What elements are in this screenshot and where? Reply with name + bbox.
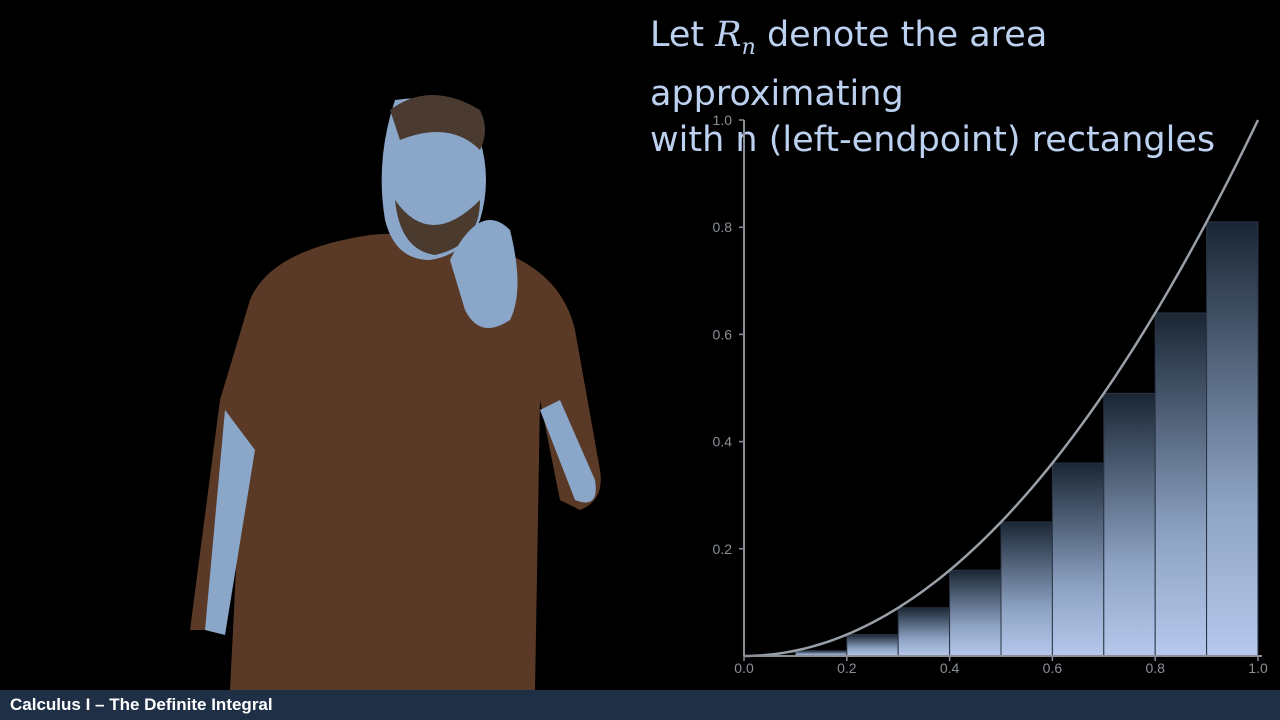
riemann-rect <box>1206 221 1259 657</box>
presenter-arm <box>540 400 596 503</box>
heading-math-rn: Rn <box>715 15 756 60</box>
math-base: R <box>715 15 742 55</box>
riemann-rect <box>897 607 951 657</box>
y-tick-label: 0.4 <box>713 434 733 450</box>
y-tick-label: 0.8 <box>713 219 733 235</box>
presenter-torso <box>190 233 601 690</box>
x-tick-label: 1.0 <box>1248 660 1268 676</box>
x-tick-label: 0.0 <box>734 660 754 676</box>
presenter-hand <box>450 220 518 328</box>
presenter-beard <box>395 200 480 255</box>
riemann-rect <box>846 634 899 657</box>
riemann-rect <box>1103 392 1156 657</box>
course-footer: Calculus I – The Definite Integral <box>0 690 1280 720</box>
presenter-hair <box>390 95 485 150</box>
riemann-rect <box>1000 521 1053 657</box>
riemann-rect <box>949 569 1002 657</box>
x-tick-label: 0.2 <box>837 660 857 676</box>
x-tick-label: 0.4 <box>940 660 960 676</box>
function-curve <box>743 119 1260 658</box>
x-tick-label: 0.8 <box>1145 660 1165 676</box>
riemann-sum-chart: 0.0 0.2 0.4 0.6 0.8 1.0 0.2 0.4 0.6 0.8 1.0 <box>713 112 1268 676</box>
math-subscript: n <box>741 35 756 60</box>
heading-prefix: Let <box>650 15 716 55</box>
x-tick-label: 0.6 <box>1043 660 1063 676</box>
y-tick-label: 0.6 <box>713 326 733 342</box>
riemann-rect <box>1154 312 1208 657</box>
y-tick-label: 1.0 <box>713 112 733 128</box>
heading-suffix: denote the area approximating <box>650 15 1048 114</box>
presenter-left-arm <box>205 410 255 635</box>
presenter-figure <box>190 95 601 690</box>
heading-line-1: Let Rn denote the area approximating <box>650 12 1275 117</box>
y-tick-label: 0.2 <box>713 541 733 557</box>
riemann-rect <box>1051 462 1105 657</box>
course-title: Calculus I – The Definite Integral <box>10 695 273 714</box>
